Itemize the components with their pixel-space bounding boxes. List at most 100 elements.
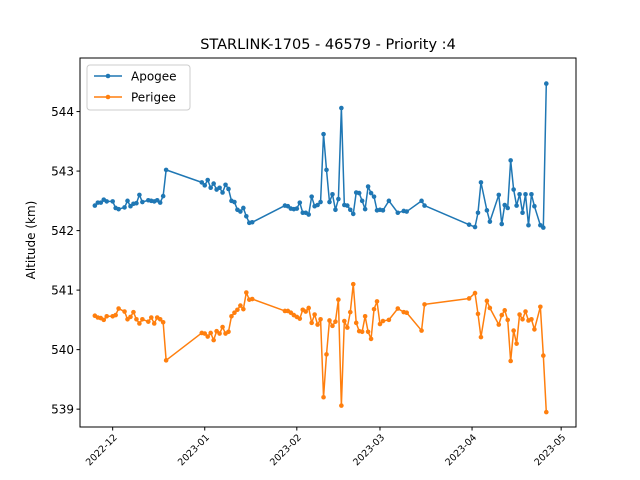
apogee-point — [122, 205, 127, 210]
apogee-point — [205, 177, 211, 183]
apogee-point — [232, 199, 237, 205]
legend-label: Perigee — [131, 91, 176, 105]
apogee-point — [220, 190, 225, 195]
series-apogee — [92, 81, 549, 230]
apogee-point — [297, 200, 303, 205]
apogee-point — [294, 206, 300, 211]
apogee-point — [505, 205, 510, 211]
perigee-point — [502, 308, 508, 313]
apogee-point — [487, 219, 493, 224]
perigee-point — [514, 341, 519, 346]
y-tick-label: 543 — [51, 165, 74, 179]
apogee-point — [350, 211, 356, 217]
perigee-point — [339, 403, 344, 408]
perigee-point — [202, 331, 208, 336]
apogee-point — [330, 191, 335, 197]
apogee-point — [386, 198, 392, 204]
apogee-point — [499, 221, 505, 227]
apogee-point — [472, 224, 478, 230]
apogee-point — [517, 191, 522, 197]
apogee-point — [110, 199, 115, 204]
perigee-point — [523, 309, 528, 314]
perigee-point — [517, 312, 522, 317]
perigee-point — [544, 409, 549, 415]
apogee-point — [380, 208, 386, 213]
perigee-point — [151, 321, 157, 326]
apogee-point — [208, 185, 213, 191]
perigee-point — [134, 316, 139, 322]
apogee-point — [249, 219, 255, 225]
plot-area — [92, 81, 549, 415]
y-tick-label: 539 — [51, 403, 74, 417]
perigee-point — [359, 329, 365, 335]
apogee-point — [496, 192, 502, 198]
apogee-point — [116, 206, 121, 212]
apogee-point — [134, 200, 139, 206]
apogee-point — [356, 190, 362, 196]
perigee-point — [529, 316, 534, 322]
apogee-point — [532, 203, 537, 209]
y-tick-label: 544 — [51, 105, 74, 119]
perigee-point — [466, 296, 472, 301]
perigee-point — [496, 322, 502, 327]
perigee-point — [472, 290, 478, 296]
perigee-point — [241, 306, 246, 312]
apogee-point — [368, 190, 374, 196]
apogee-point — [508, 158, 513, 163]
perigee-point — [484, 298, 490, 304]
apogee-point — [345, 203, 350, 208]
perigee-point — [249, 296, 255, 302]
perigee-point — [315, 322, 320, 327]
perigee-point — [538, 304, 543, 310]
perigee-point — [478, 334, 484, 340]
apogee-point — [484, 208, 490, 213]
y-axis: 539 540 541 542 543 544 — [51, 105, 80, 417]
perigee-point — [333, 319, 338, 324]
perigee-point — [342, 318, 347, 324]
perigee-point — [303, 309, 309, 314]
apogee-point — [541, 225, 546, 230]
perigee-point — [163, 358, 169, 363]
perigee-point — [532, 327, 537, 332]
apogee-point — [244, 214, 249, 219]
apogee-point — [199, 180, 205, 185]
perigee-point — [229, 314, 234, 319]
perigee-point — [309, 320, 314, 326]
apogee-point — [241, 205, 246, 211]
y-tick-label: 541 — [51, 284, 74, 298]
apogee-point — [529, 191, 534, 197]
apogee-point — [333, 207, 338, 213]
perigee-point — [235, 307, 240, 313]
apogee-point — [511, 187, 516, 192]
perigee-point — [306, 305, 311, 311]
perigee-point — [499, 312, 505, 318]
legend: Apogee Perigee — [86, 64, 191, 111]
apogee-point — [160, 193, 166, 199]
perigee-point — [345, 325, 350, 330]
perigee-point — [211, 337, 216, 343]
perigee-point — [374, 299, 380, 304]
perigee-point — [487, 305, 493, 311]
perigee-point — [205, 334, 211, 339]
perigee-point — [541, 353, 546, 358]
apogee-point — [347, 207, 353, 213]
apogee-point — [404, 209, 410, 214]
apogee-point — [526, 222, 531, 228]
perigee-point — [160, 319, 166, 325]
apogee-point — [137, 192, 142, 198]
series-perigee — [92, 281, 549, 415]
apogee-point — [318, 199, 323, 205]
apogee-point — [544, 81, 549, 86]
perigee-point — [137, 321, 142, 326]
perigee-point — [419, 328, 424, 333]
apogee-point — [466, 222, 472, 227]
apogee-point — [419, 198, 424, 204]
perigee-point — [312, 312, 317, 317]
apogee-point — [321, 131, 326, 137]
y-tick-label: 540 — [51, 343, 74, 357]
apogee-point — [202, 183, 208, 188]
perigee-point — [131, 309, 136, 315]
perigee-point — [377, 321, 383, 327]
perigee-point — [297, 316, 303, 321]
perigee-point — [217, 331, 222, 336]
